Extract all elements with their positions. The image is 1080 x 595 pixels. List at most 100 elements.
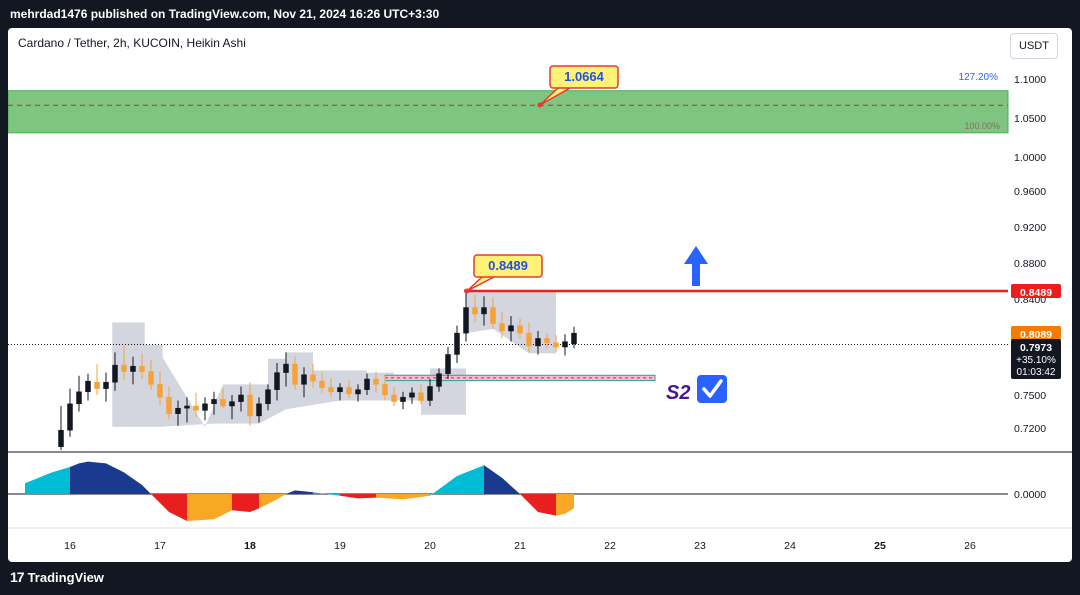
y-tick-label: 1.1000 (1014, 74, 1046, 86)
peak-callout-dot (464, 288, 470, 294)
x-tick-label: 21 (514, 540, 526, 552)
resistance-price-tag-bg (1011, 283, 1061, 298)
x-tick-label: 19 (334, 540, 346, 552)
target-callout-box (549, 65, 619, 89)
candle-body (391, 394, 397, 402)
candle-body (346, 387, 352, 395)
candle-body (166, 396, 172, 414)
cloud-band (112, 290, 557, 427)
x-tick-label: 26 (964, 540, 976, 552)
oscillator-segment (430, 465, 484, 496)
current-price-tag-text: 01:03:42 (1017, 367, 1056, 378)
current-price-tag-bg (1011, 339, 1061, 379)
candle-body (328, 387, 334, 393)
candle-body (148, 371, 154, 385)
price-chart[interactable]: 127.20% 100.00% 1.0664 0.8489 S2 1.1000 1.0500… (8, 28, 1072, 562)
y-tick-label: 0.7200 (1014, 423, 1046, 435)
tradingview-logo-icon: 17 (10, 569, 25, 585)
candle-body (274, 372, 280, 390)
chart-frame[interactable]: 127.20% 100.00% 1.0664 0.8489 S2 1.1000 1.0500… (8, 28, 1072, 562)
candle-body (436, 373, 442, 387)
candle-body (247, 394, 253, 417)
y-tick-label: 1.0000 (1014, 152, 1046, 164)
checkmark-tick (702, 379, 723, 398)
candle-body (418, 392, 424, 401)
symbol-title[interactable]: Cardano / Tether, 2h, KUCOIN, Heikin Ash… (18, 36, 246, 50)
candle-body (220, 399, 226, 407)
peak-callout-pointer (466, 276, 495, 292)
tradingview-logo[interactable]: 17 TradingView (10, 569, 104, 585)
currency-button[interactable]: USDT (1010, 33, 1058, 59)
x-tick-label: 17 (154, 540, 166, 552)
candle-body (94, 381, 100, 389)
candles (58, 290, 577, 450)
candle-body (85, 380, 91, 393)
candle-body (76, 391, 82, 405)
candle-body (283, 363, 289, 373)
candle-body (184, 405, 190, 409)
candle-body (481, 307, 487, 315)
candle-body (427, 386, 433, 401)
orange-price-tag: 0.8089 (1011, 326, 1061, 341)
oscillator-segment (520, 494, 556, 516)
oscillator-segment (25, 467, 70, 494)
target-callout: 1.0664 (537, 65, 619, 108)
candle-body (490, 307, 496, 324)
candle-body (157, 384, 163, 398)
candle-body (193, 405, 199, 411)
candle-body (310, 374, 316, 382)
x-tick-label: 16 (64, 540, 76, 552)
candle-body (139, 365, 145, 372)
fib-bottom-label: 100.00% (964, 121, 1000, 131)
candle-body (301, 374, 307, 385)
x-tick-label: 24 (784, 540, 796, 552)
candle-body (517, 325, 523, 334)
candle-body (130, 365, 136, 372)
oscillator-segment (259, 494, 286, 509)
oscillator-segment (484, 465, 520, 494)
oscillator-segment (88, 461, 124, 494)
resistance-price-tag: 0.8489 (1011, 283, 1061, 299)
peak-callout: 0.8489 (464, 254, 543, 294)
oscillator-segment (313, 492, 340, 496)
publish-header: mehrdad1476 published on TradingView.com… (0, 0, 1080, 28)
candle-body (211, 399, 217, 405)
candle-body (121, 364, 127, 372)
x-tick-label: 20 (424, 540, 436, 552)
oscillator-segment (124, 472, 151, 494)
up-arrow-icon (684, 246, 708, 286)
checkmark-icon (697, 375, 727, 403)
candle-body (364, 378, 370, 390)
current-price-tag-text: +35.10% (1016, 355, 1056, 366)
x-tick-label: 23 (694, 540, 706, 552)
candle-body (472, 307, 478, 315)
candle-body (400, 396, 406, 402)
y-tick-label: 0.9200 (1014, 222, 1046, 234)
candle-body (409, 392, 415, 398)
x-tick-label: 18 (244, 540, 256, 552)
y-tick-label: 1.0500 (1014, 113, 1046, 125)
peak-callout-box (473, 254, 543, 278)
candle-body (355, 389, 361, 395)
x-tick-label: 25 (874, 540, 886, 552)
candle-body (175, 407, 181, 414)
y-tick-label: 0.7500 (1014, 390, 1046, 402)
candle-body (103, 381, 109, 389)
candle-body (58, 429, 64, 447)
osc-zero-label: 0.0000 (1014, 489, 1046, 501)
oscillator-segment (340, 494, 376, 499)
current-price-tag-text: 0.7973 (1020, 342, 1052, 354)
candle-body (337, 387, 343, 393)
candle-body (454, 332, 460, 355)
checkmark-box (697, 375, 727, 403)
y-tick-label: 0.8800 (1014, 258, 1046, 270)
candle-body (535, 338, 541, 347)
candle-body (256, 403, 262, 417)
target-callout-dot (537, 102, 543, 108)
candle-body (319, 380, 325, 388)
oscillator (25, 461, 574, 521)
target-zone (8, 90, 1009, 134)
x-tick-label: 22 (604, 540, 616, 552)
oscillator-segment (556, 494, 574, 516)
oscillator-segment (187, 494, 232, 521)
